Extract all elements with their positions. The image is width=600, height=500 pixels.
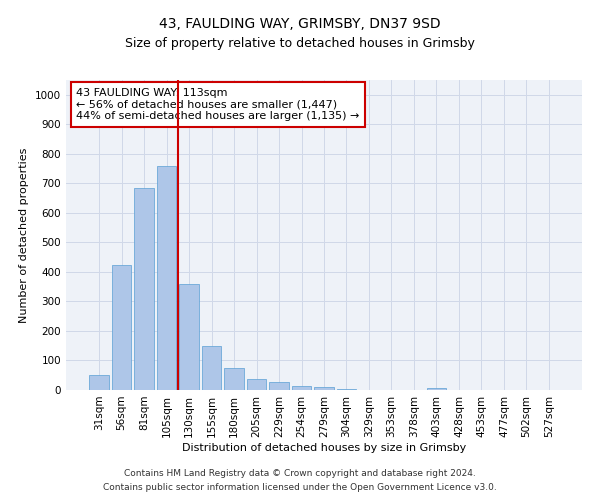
Bar [427,388,446,390]
Text: 43 FAULDING WAY: 113sqm
← 56% of detached houses are smaller (1,447)
44% of semi: 43 FAULDING WAY: 113sqm ← 56% of detache… [76,88,359,121]
Bar [112,264,131,390]
Bar [314,387,334,390]
Text: 43, FAULDING WAY, GRIMSBY, DN37 9SD: 43, FAULDING WAY, GRIMSBY, DN37 9SD [159,18,441,32]
Bar [292,386,311,390]
Bar [179,284,199,390]
Text: Size of property relative to detached houses in Grimsby: Size of property relative to detached ho… [125,38,475,51]
X-axis label: Distribution of detached houses by size in Grimsby: Distribution of detached houses by size … [182,442,466,452]
Text: Contains HM Land Registry data © Crown copyright and database right 2024.: Contains HM Land Registry data © Crown c… [124,468,476,477]
Bar [89,375,109,390]
Text: Contains public sector information licensed under the Open Government Licence v3: Contains public sector information licen… [103,484,497,492]
Y-axis label: Number of detached properties: Number of detached properties [19,148,29,322]
Bar [269,382,289,390]
Bar [337,388,356,390]
Bar [157,166,176,390]
Bar [134,188,154,390]
Bar [224,368,244,390]
Bar [202,346,221,390]
Bar [247,379,266,390]
